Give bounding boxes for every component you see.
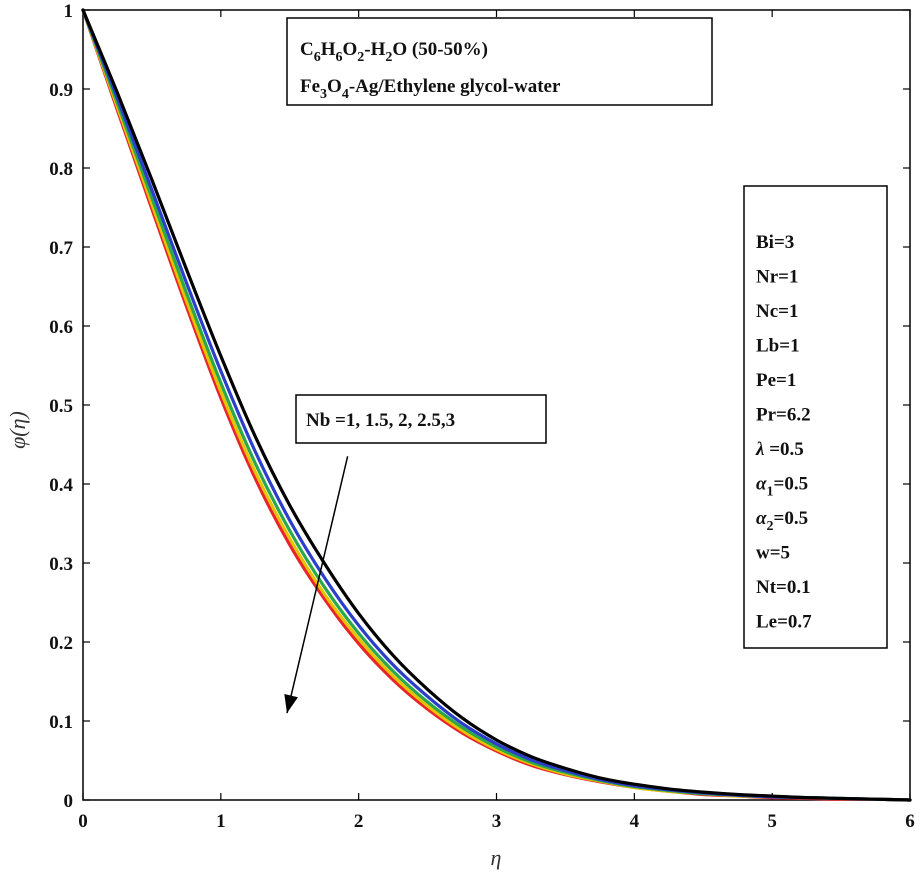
y-tick-label: 0	[64, 791, 74, 812]
subscript: 2	[385, 50, 392, 65]
x-tick-label: 3	[492, 811, 502, 832]
text-run: α	[756, 508, 767, 529]
arrow-shaft	[286, 456, 349, 714]
param-line: α2=0.5	[756, 508, 808, 534]
text-run: Lb=1	[756, 336, 800, 357]
param-line: w=5	[756, 543, 790, 564]
text-run: H	[321, 39, 336, 60]
y-tick-label: 0.8	[49, 159, 73, 180]
y-tick-label: 1	[64, 1, 74, 22]
subscript: 1	[767, 485, 774, 500]
x-tick-label: 4	[630, 811, 640, 832]
nb-annotation: Nb =1, 1.5, 2, 2.5,3	[295, 394, 547, 444]
params-box-frame	[743, 185, 888, 649]
text-run: Bi=3	[756, 232, 794, 253]
subscript: 2	[767, 519, 774, 534]
text-run: Nt=0.1	[756, 577, 811, 598]
subscript: 6	[336, 50, 343, 65]
text-run: α	[756, 474, 767, 495]
text-run: C	[300, 39, 314, 60]
title-line-2: Fe3O4-Ag/Ethylene glycol-water	[300, 76, 561, 102]
y-tick-label: 0.2	[49, 633, 73, 654]
y-tick-label: 0.1	[49, 712, 73, 733]
y-axis: 0 0.1 0.2 0.3 0.4 0.5 0.6 0.7 0.8 0.9 1	[49, 1, 910, 812]
x-tick-label: 5	[767, 811, 777, 832]
param-line: Pr=6.2	[756, 405, 811, 426]
y-tick-label: 0.5	[49, 396, 73, 417]
x-tick-label: 6	[905, 811, 915, 832]
y-tick-label: 0.7	[49, 238, 73, 259]
text-run: O	[327, 76, 342, 97]
text-run: Pe=1	[756, 370, 796, 391]
nb-label-box	[295, 394, 547, 444]
text-run: O (50-50%)	[392, 39, 488, 60]
text-run: -Ag/Ethylene glycol-water	[349, 76, 561, 97]
text-run: -H	[364, 39, 385, 60]
subscript: 3	[320, 87, 327, 102]
subscript: 4	[342, 87, 349, 102]
param-line: α1=0.5	[756, 474, 808, 500]
text-run: =0.5	[774, 508, 809, 529]
nb-label: Nb =1, 1.5, 2, 2.5,3	[306, 410, 455, 431]
param-line: Nt=0.1	[756, 577, 811, 598]
param-line: Nr=1	[756, 267, 798, 288]
param-line: Pe=1	[756, 370, 796, 391]
params-box: Bi=3Nr=1Nc=1Lb=1Pe=1Pr=6.2λ =0.5α1=0.5α2…	[743, 185, 888, 649]
text-run: Pr=6.2	[756, 405, 811, 426]
series-layer	[81, 8, 912, 802]
text-run: Nr=1	[756, 267, 798, 288]
x-tick-label: 2	[354, 811, 364, 832]
param-line: Le=0.7	[756, 612, 812, 633]
text-run: Le=0.7	[756, 612, 812, 633]
y-axis-label: φ(η)	[5, 411, 30, 449]
arrow-head	[284, 693, 298, 714]
y-tick-label: 0.6	[49, 317, 73, 338]
param-line: Nc=1	[756, 301, 798, 322]
series-line-nb-1	[81, 8, 912, 802]
text-run: w=5	[756, 543, 790, 564]
text-run: O	[343, 39, 358, 60]
x-tick-label: 0	[78, 811, 88, 832]
text-run: =0.5	[774, 474, 809, 495]
title-box-frame	[286, 17, 713, 106]
x-tick-label: 1	[216, 811, 226, 832]
text-run: Fe	[300, 76, 320, 97]
y-tick-label: 0.4	[49, 475, 73, 496]
param-line: Bi=3	[756, 232, 794, 253]
param-line: Lb=1	[756, 336, 800, 357]
y-tick-label: 0.3	[49, 554, 73, 575]
subscript: 6	[314, 50, 321, 65]
title-box: C6H6O2-H2O (50-50%) Fe3O4-Ag/Ethylene gl…	[286, 17, 713, 106]
subscript: 2	[357, 50, 364, 65]
nb-arrow	[284, 456, 349, 714]
title-line-1: C6H6O2-H2O (50-50%)	[300, 39, 488, 65]
param-line: λ =0.5	[755, 439, 804, 460]
text-run: =0.5	[764, 439, 803, 460]
text-run: λ	[755, 439, 764, 460]
x-axis-label: η	[491, 845, 502, 870]
text-run: Nc=1	[756, 301, 798, 322]
y-tick-label: 0.9	[49, 80, 73, 101]
